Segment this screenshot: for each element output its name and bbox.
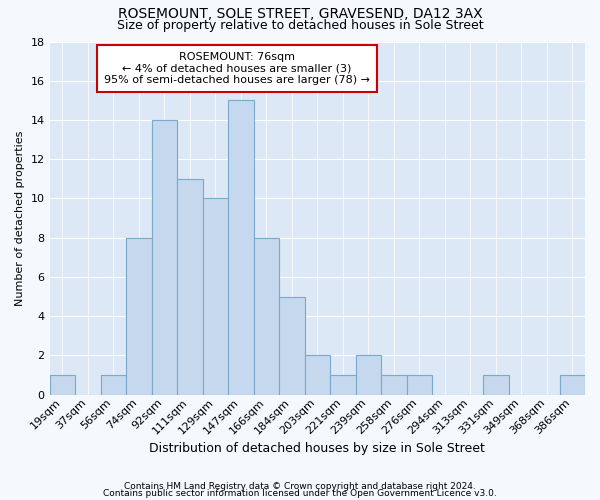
- Bar: [381, 375, 407, 394]
- Text: Contains HM Land Registry data © Crown copyright and database right 2024.: Contains HM Land Registry data © Crown c…: [124, 482, 476, 491]
- Bar: [407, 375, 432, 394]
- Text: Size of property relative to detached houses in Sole Street: Size of property relative to detached ho…: [116, 18, 484, 32]
- Bar: [305, 356, 330, 395]
- Y-axis label: Number of detached properties: Number of detached properties: [15, 130, 25, 306]
- Text: ROSEMOUNT, SOLE STREET, GRAVESEND, DA12 3AX: ROSEMOUNT, SOLE STREET, GRAVESEND, DA12 …: [118, 8, 482, 22]
- Bar: [101, 375, 126, 394]
- Bar: [203, 198, 228, 394]
- Bar: [356, 356, 381, 395]
- Bar: [330, 375, 356, 394]
- X-axis label: Distribution of detached houses by size in Sole Street: Distribution of detached houses by size …: [149, 442, 485, 455]
- Text: Contains public sector information licensed under the Open Government Licence v3: Contains public sector information licen…: [103, 489, 497, 498]
- Text: ROSEMOUNT: 76sqm
← 4% of detached houses are smaller (3)
95% of semi-detached ho: ROSEMOUNT: 76sqm ← 4% of detached houses…: [104, 52, 370, 86]
- Bar: [152, 120, 177, 394]
- Bar: [560, 375, 585, 394]
- Bar: [50, 375, 75, 394]
- Bar: [228, 100, 254, 395]
- Bar: [126, 238, 152, 394]
- Bar: [177, 179, 203, 394]
- Bar: [254, 238, 279, 394]
- Bar: [483, 375, 509, 394]
- Bar: [279, 296, 305, 394]
